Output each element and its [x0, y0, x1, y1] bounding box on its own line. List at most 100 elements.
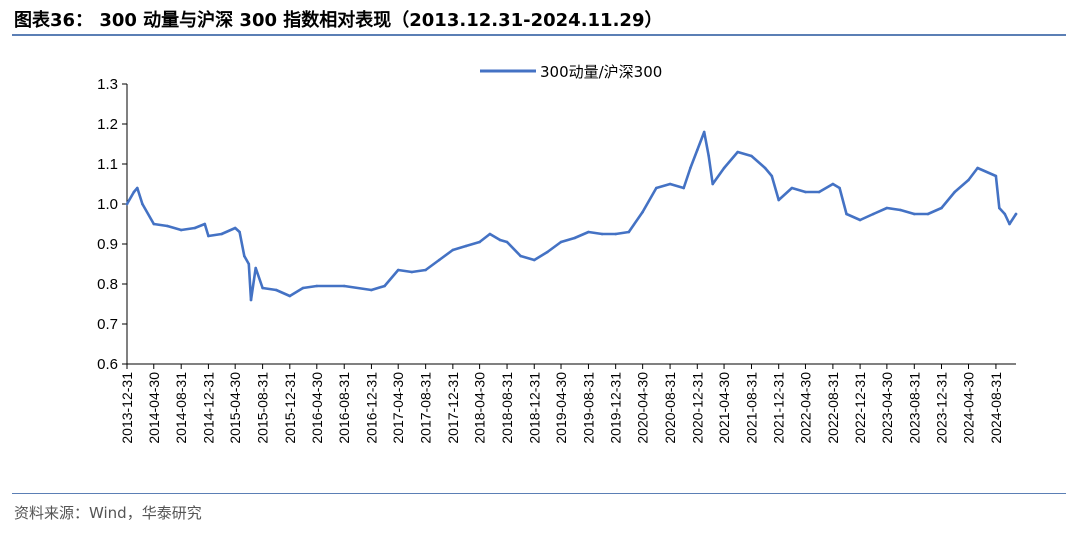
- series-point: [858, 218, 862, 222]
- series-point: [885, 206, 889, 210]
- series-point: [546, 250, 549, 254]
- x-tick-label: 2022-12-31: [852, 372, 868, 444]
- series-point: [804, 190, 807, 194]
- x-tick-label: 2018-08-31: [499, 372, 515, 444]
- x-tick-label: 2016-12-31: [363, 372, 379, 444]
- series-point: [1003, 212, 1007, 216]
- series-point: [682, 186, 685, 190]
- series-point: [370, 288, 373, 292]
- source-note: 资料来源：Wind，华泰研究: [14, 504, 202, 522]
- series-point: [872, 212, 875, 216]
- series-point: [627, 230, 631, 234]
- series-point: [953, 190, 956, 194]
- series-layer: [125, 130, 1018, 302]
- series-point: [600, 232, 604, 236]
- series-point: [274, 288, 278, 292]
- series-point: [750, 154, 753, 158]
- series-point: [410, 270, 414, 274]
- y-tick-label: 1.3: [97, 76, 118, 93]
- series-point: [940, 206, 943, 210]
- x-axis: 2013-12-31 2014-04-30 2014-08-31 2014-12-31…: [119, 363, 1016, 444]
- series-point: [132, 190, 136, 194]
- series-line: [125, 130, 1018, 302]
- x-tick-label: 2019-12-31: [608, 372, 624, 444]
- series-point: [342, 284, 346, 288]
- x-tick-label: 2017-04-30: [390, 372, 406, 444]
- title-rule: [12, 34, 1066, 36]
- legend: 300动量/沪深300: [480, 63, 662, 81]
- x-tick-label: 2017-12-31: [445, 372, 461, 444]
- series-point: [383, 284, 386, 288]
- series-point: [614, 232, 617, 236]
- series-point: [777, 198, 780, 202]
- series-point: [736, 150, 739, 154]
- series-point: [478, 240, 481, 244]
- x-tick-label: 2023-08-31: [906, 372, 922, 444]
- y-tick-label: 1.1: [97, 156, 118, 173]
- series-point: [179, 228, 183, 232]
- series-point: [668, 182, 672, 186]
- y-tick-label: 1.0: [97, 196, 118, 213]
- series-point: [831, 182, 835, 186]
- x-tick-label: 2020-12-31: [689, 372, 705, 444]
- x-tick-label: 2020-04-30: [635, 372, 651, 444]
- series-point: [1008, 222, 1011, 226]
- series-point: [152, 222, 156, 226]
- x-tick-label: 2023-12-31: [934, 372, 950, 444]
- series-point: [207, 234, 210, 238]
- x-tick-label: 2014-08-31: [173, 372, 189, 444]
- series-point: [243, 254, 246, 258]
- series-point: [288, 294, 292, 298]
- series-point: [711, 182, 714, 186]
- x-tick-label: 2022-04-30: [797, 372, 813, 444]
- x-tick-label: 2018-12-31: [526, 372, 542, 444]
- x-tick-label: 2016-08-31: [336, 372, 352, 444]
- series-point: [707, 154, 710, 158]
- x-tick-label: 2023-04-30: [879, 372, 895, 444]
- series-point: [301, 286, 305, 290]
- series-point: [899, 208, 902, 212]
- series-point: [559, 240, 563, 244]
- x-tick-label: 2019-04-30: [553, 372, 569, 444]
- series-point: [464, 244, 468, 248]
- series-point: [994, 174, 998, 178]
- x-tick-label: 2024-04-30: [960, 372, 976, 444]
- series-point: [976, 166, 979, 170]
- x-tick-label: 2014-12-31: [200, 372, 216, 444]
- x-tick-label: 2022-08-31: [825, 372, 841, 444]
- series-point: [533, 258, 536, 262]
- x-tick-label: 2015-04-30: [227, 372, 243, 444]
- x-tick-label: 2017-08-31: [418, 372, 434, 444]
- series-point: [573, 236, 576, 240]
- series-point: [770, 174, 774, 178]
- series-point: [193, 226, 197, 230]
- x-tick-label: 2019-08-31: [580, 372, 596, 444]
- x-tick-label: 2014-04-30: [146, 372, 162, 444]
- series-point: [498, 238, 502, 242]
- line-chart: 0.6 0.7 0.8 0.9 1.0 1.1 1.2 1.3 2013-12-31 2014-…: [97, 63, 1018, 444]
- series-point: [838, 186, 841, 190]
- series-point: [166, 224, 169, 228]
- x-tick-label: 2018-04-30: [472, 372, 488, 444]
- series-point: [926, 212, 930, 216]
- x-tick-label: 2015-12-31: [282, 372, 298, 444]
- y-tick-label: 0.9: [97, 236, 118, 253]
- x-tick-label: 2015-08-31: [255, 372, 271, 444]
- y-tick-label: 1.2: [97, 116, 118, 133]
- figure-title: 图表36： 300 动量与沪深 300 指数相对表现（2013.12.31-20…: [14, 10, 663, 31]
- series-point: [689, 166, 692, 170]
- series-point: [261, 286, 264, 290]
- series-point: [913, 212, 916, 216]
- x-tick-label: 2024-08-31: [988, 372, 1004, 444]
- series-point: [790, 186, 794, 190]
- series-point: [125, 202, 129, 206]
- y-tick-label: 0.6: [97, 356, 118, 373]
- legend-label: 300动量/沪深300: [540, 63, 662, 81]
- x-tick-label: 2021-04-30: [716, 372, 732, 444]
- series-point: [505, 240, 509, 244]
- series-point: [437, 258, 441, 262]
- series-point: [587, 230, 590, 234]
- series-point: [655, 186, 658, 190]
- x-tick-label: 2013-12-31: [119, 372, 135, 444]
- series-point: [136, 186, 139, 190]
